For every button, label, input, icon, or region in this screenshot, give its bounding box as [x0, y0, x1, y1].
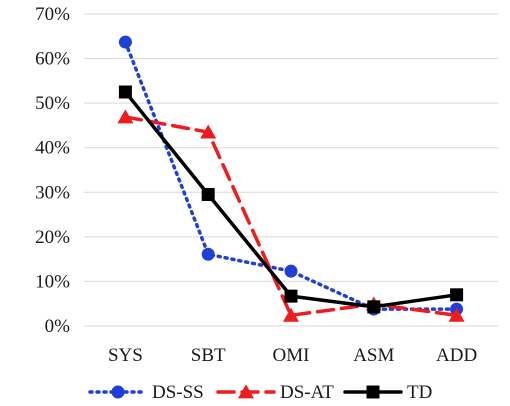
series-line [123, 115, 459, 318]
data-point [284, 289, 298, 303]
data-point [118, 35, 132, 49]
data-point [284, 264, 298, 278]
data-point [200, 124, 217, 139]
y-tick-label: 40% [35, 138, 70, 159]
y-tick-label: 20% [35, 227, 70, 248]
y-tick-label: 30% [35, 182, 70, 203]
x-tick-label: ADD [436, 345, 477, 366]
legend-item: DS-SS [88, 382, 204, 403]
data-point [448, 307, 465, 322]
x-axis-ticks: SYS SBT OMI ASM ADD [108, 345, 477, 366]
series-ds-at [117, 109, 465, 322]
x-tick-label: SBT [191, 345, 226, 366]
series-ds-ss [118, 35, 464, 316]
data-point [283, 307, 299, 322]
data-point [201, 247, 215, 261]
legend-label: TD [407, 382, 432, 403]
y-tick-label: 70% [35, 4, 70, 25]
data-point [367, 300, 381, 314]
legend-item: DS-AT [216, 382, 334, 403]
grid-lines [84, 13, 498, 327]
legend-label: DS-AT [280, 382, 334, 403]
data-point [201, 188, 215, 202]
y-tick-label: 10% [35, 271, 70, 292]
x-tick-label: OMI [273, 345, 310, 366]
x-tick-label: SYS [108, 345, 143, 366]
legend-marker [366, 385, 380, 399]
legend: DS-SS DS-AT TD [88, 382, 432, 403]
data-point [450, 288, 464, 302]
legend-item: TD [343, 382, 432, 403]
legend-marker [111, 385, 125, 399]
y-tick-label: 0% [45, 316, 71, 337]
y-axis-ticks: 0% 10% 20% 30% 40% 50% 60% 70% [35, 4, 70, 337]
y-tick-label: 50% [35, 93, 70, 114]
data-point [118, 85, 132, 99]
data-point [117, 109, 134, 124]
x-tick-label: ASM [353, 345, 394, 366]
series-lines [117, 35, 465, 322]
series-td [118, 85, 464, 314]
y-tick-label: 60% [35, 49, 70, 70]
legend-label: DS-SS [152, 382, 204, 403]
legend-marker [238, 384, 254, 399]
